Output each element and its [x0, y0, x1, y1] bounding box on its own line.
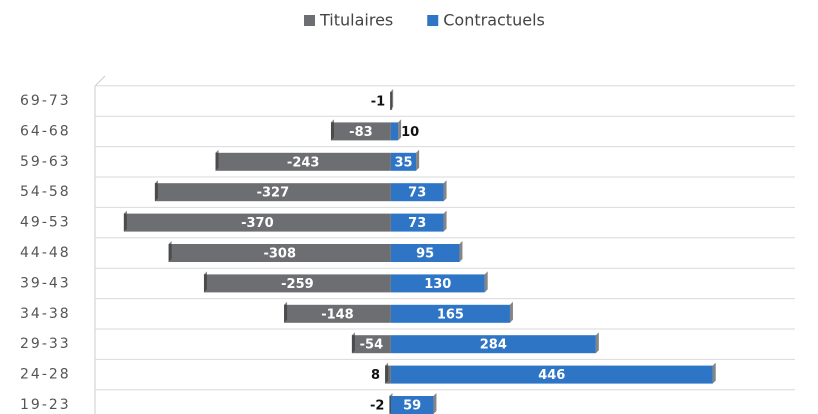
y-tick-label: 54-58 [20, 184, 71, 200]
legend-swatch [304, 15, 315, 26]
bar [284, 304, 391, 323]
data-label: 95 [416, 247, 434, 262]
bar [123, 213, 391, 232]
y-tick-label: 24-28 [20, 367, 71, 383]
bar [390, 274, 485, 293]
y-tick-label: 64-68 [20, 123, 71, 139]
bar [390, 365, 713, 384]
data-label: 130 [424, 277, 451, 292]
bar-edge [168, 241, 172, 262]
bar [330, 122, 391, 141]
data-label: -259 [281, 277, 314, 292]
bar-edge [712, 362, 716, 384]
bar [390, 396, 434, 414]
bar-edge [509, 301, 513, 323]
bar-edge [385, 362, 389, 384]
data-label: -54 [360, 338, 384, 353]
bar-edge [123, 210, 127, 232]
bar-edge [284, 301, 288, 323]
data-label: 446 [538, 368, 565, 383]
data-label: 73 [408, 216, 426, 231]
data-label: 10 [401, 125, 419, 140]
data-label: -327 [257, 186, 290, 201]
bar-edge [203, 271, 207, 293]
bar-edge [390, 89, 394, 110]
bar-edge [154, 180, 158, 202]
data-label: -370 [241, 216, 274, 231]
bar-edge [484, 271, 488, 293]
data-label: 165 [437, 307, 464, 322]
bar [215, 152, 391, 171]
data-label: -243 [287, 155, 320, 170]
bar [390, 183, 444, 202]
bar-edge [433, 393, 437, 414]
bar [390, 244, 460, 262]
bar-edge [443, 180, 447, 202]
bar [351, 335, 391, 354]
y-tick-label: 39-43 [20, 275, 71, 291]
bar [390, 213, 444, 232]
data-label: -1 [371, 95, 385, 110]
y-tick-label: 69-73 [20, 93, 71, 109]
y-tick-label: 49-53 [20, 215, 71, 231]
bar [168, 244, 391, 262]
data-label: -148 [321, 307, 354, 322]
bar-edge [398, 119, 402, 141]
bar-edge [443, 210, 447, 232]
y-tick-label: 59-63 [20, 154, 71, 170]
data-label: 8 [371, 368, 380, 383]
bar-edge [215, 149, 219, 171]
bar-edge [416, 149, 420, 171]
data-label: -308 [263, 247, 296, 262]
legend-label: Contractuels [443, 11, 545, 30]
bar [390, 335, 596, 354]
bar [154, 183, 391, 202]
y-tick-label: 29-33 [20, 336, 71, 352]
bar-edge [351, 332, 355, 354]
bar-edge [459, 241, 463, 262]
legend-swatch [427, 15, 439, 26]
data-label: 35 [394, 155, 412, 170]
bar-edge [595, 332, 599, 354]
y-tick-label: 44-48 [20, 245, 71, 261]
data-label: -83 [349, 125, 373, 140]
data-label: 284 [480, 338, 507, 353]
data-label: 59 [403, 399, 421, 414]
y-tick-label: 19-23 [20, 397, 71, 413]
legend-label: Titulaires [319, 11, 393, 30]
plot-frame [94, 75, 106, 87]
bar-edge [330, 119, 334, 141]
bar [390, 122, 399, 141]
y-tick-label: 34-38 [20, 306, 71, 322]
bar [203, 274, 391, 293]
data-label: -2 [370, 399, 384, 414]
bar [390, 152, 417, 171]
bar [390, 304, 510, 323]
data-label: 73 [408, 186, 426, 201]
